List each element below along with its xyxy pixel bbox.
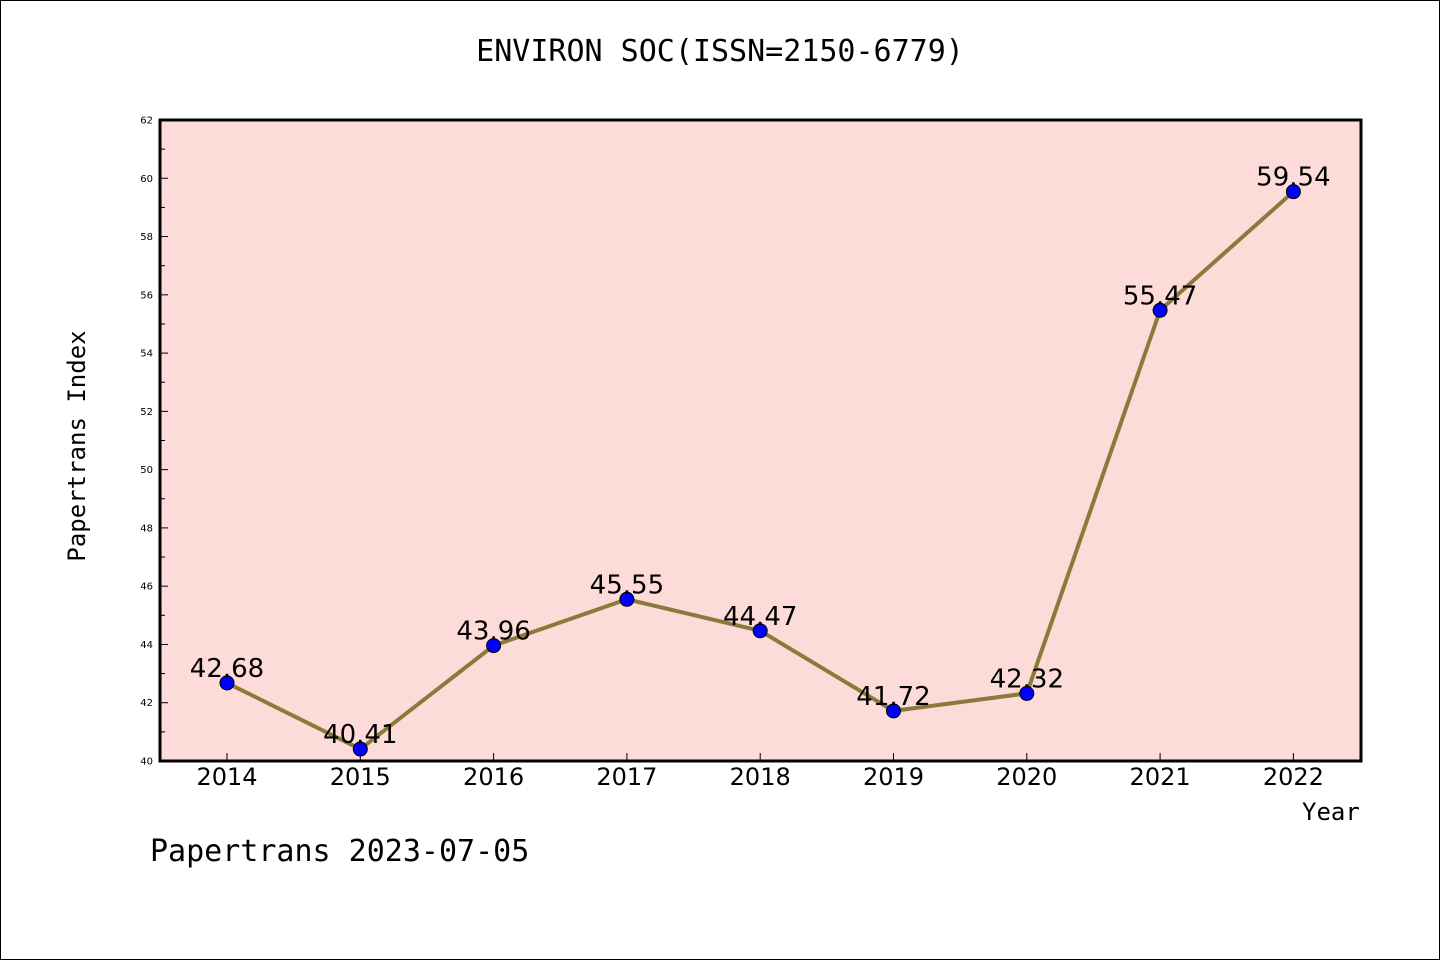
data-series [219, 184, 1301, 757]
chart-title: ENVIRON SOC(ISSN=2150-6779) [476, 34, 964, 69]
data-label: 40.41 [323, 720, 397, 750]
data-point [886, 703, 901, 719]
data-point [486, 638, 502, 654]
data-point [1152, 302, 1168, 318]
y-tick-label: 60 [140, 174, 153, 185]
y-tick-label: 62 [140, 116, 153, 127]
x-tick-label: 2020 [996, 763, 1057, 791]
x-tick-label: 2014 [196, 763, 257, 791]
data-label: 42.68 [190, 654, 264, 684]
plot-border [158, 118, 1363, 763]
y-tick-label: 40 [140, 757, 153, 768]
x-tick-label: 2015 [330, 763, 391, 791]
data-label: 55.47 [1123, 281, 1197, 311]
y-tick-label: 46 [140, 582, 153, 593]
data-point [352, 741, 368, 757]
x-tick-label: 2018 [730, 763, 791, 791]
x-tick-label: 2017 [596, 763, 657, 791]
x-axis-ticks: 2014 2015 2016 2017 2018 2019 2020 2021 2022 [196, 753, 1324, 791]
data-label: 45.55 [590, 570, 664, 600]
y-tick-label: 48 [140, 523, 153, 534]
data-label: 41.72 [856, 682, 930, 712]
data-point [219, 675, 235, 691]
y-tick-label: 58 [140, 232, 153, 243]
x-axis-label: Year [1302, 798, 1360, 826]
data-labels: 42.68 40.41 43.96 45.55 44.47 41.72 42.32 55.47… [190, 163, 1331, 750]
y-tick-label: 56 [140, 290, 153, 301]
y-tick-label: 42 [140, 698, 153, 709]
x-tick-label: 2019 [863, 763, 924, 791]
y-tick-label: 44 [140, 640, 153, 651]
data-point [1285, 184, 1301, 200]
y-tick-label: 54 [140, 349, 153, 360]
data-point [752, 623, 768, 639]
data-point [619, 591, 635, 607]
x-tick-label: 2021 [1130, 763, 1191, 791]
data-point [1019, 685, 1035, 701]
y-tick-label: 50 [140, 465, 153, 476]
x-tick-label: 2022 [1263, 763, 1324, 791]
y-tick-label: 52 [140, 407, 153, 418]
y-axis-ticks: 40 42 44 46 48 50 52 54 56 58 60 62 [140, 116, 168, 768]
plot-area [160, 120, 1361, 761]
data-label: 59.54 [1256, 163, 1330, 193]
data-label: 43.96 [456, 617, 530, 647]
x-tick-label: 2016 [463, 763, 524, 791]
data-label: 44.47 [723, 602, 797, 632]
data-label: 42.32 [990, 664, 1064, 694]
footer-date: Papertrans 2023-07-05 [150, 834, 530, 869]
